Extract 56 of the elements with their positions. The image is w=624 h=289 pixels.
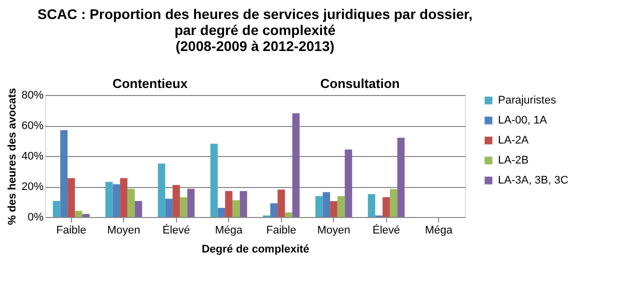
y-tick-label: 60% — [21, 120, 44, 132]
bar — [127, 188, 135, 217]
bar — [284, 212, 292, 217]
bar — [82, 214, 90, 217]
bar — [68, 178, 75, 217]
bar — [344, 149, 352, 217]
chart-title: SCAC : Proportion des heures de services juridiques par dossier, par degré de complexité (2008-2009 à 2012-2013) — [38, 6, 472, 54]
bar — [292, 113, 300, 217]
bar — [52, 200, 60, 217]
legend-label: LA-3A, 3B, 3C — [498, 174, 568, 186]
x-tick-label: Élevé — [162, 224, 190, 236]
bar — [278, 190, 285, 217]
x-tick-label: Faible — [56, 224, 86, 236]
bar — [158, 164, 166, 217]
bar — [368, 194, 376, 217]
legend-label: LA-2B — [498, 154, 529, 166]
bar — [218, 208, 226, 217]
x-tick-label: Moyen — [317, 224, 350, 236]
y-tick-label: 0% — [28, 212, 44, 224]
bar — [337, 196, 345, 217]
x-tick-label: Méga — [214, 224, 244, 236]
bar — [60, 130, 68, 217]
legend-label: LA-2A — [498, 134, 530, 146]
bar — [315, 196, 323, 217]
bar — [210, 144, 218, 217]
text: Contentieux — [112, 76, 188, 91]
legend-label: Parajuristes — [498, 94, 557, 106]
bar — [232, 200, 240, 217]
bar — [187, 188, 195, 217]
x-axis-title: Degré de complexité — [202, 244, 310, 256]
bar — [322, 192, 330, 217]
text: Consultation — [320, 76, 400, 91]
y-axis-title: % des heures des avocats — [6, 88, 18, 225]
y-tick-label: 80% — [21, 90, 44, 102]
legend-label: LA-00, 1A — [498, 114, 548, 126]
bar — [74, 210, 82, 217]
y-tick-label: 40% — [21, 150, 44, 162]
x-tick-label: Moyen — [107, 224, 140, 236]
bar — [382, 197, 390, 217]
bar — [330, 201, 338, 217]
bar — [225, 191, 232, 217]
y-tick-label: 20% — [21, 181, 44, 193]
bar — [105, 182, 113, 217]
x-tick-label: Méga — [424, 224, 454, 236]
bar — [270, 203, 278, 217]
bar — [397, 138, 405, 217]
bar — [172, 184, 180, 217]
bar — [165, 198, 173, 217]
bar — [134, 200, 142, 217]
bar — [180, 197, 188, 217]
bar — [112, 184, 120, 217]
x-tick-label: Élevé — [372, 224, 400, 236]
x-tick-label: Faible — [266, 224, 296, 236]
bar — [240, 191, 248, 217]
bar — [120, 178, 128, 217]
bar — [390, 189, 398, 217]
